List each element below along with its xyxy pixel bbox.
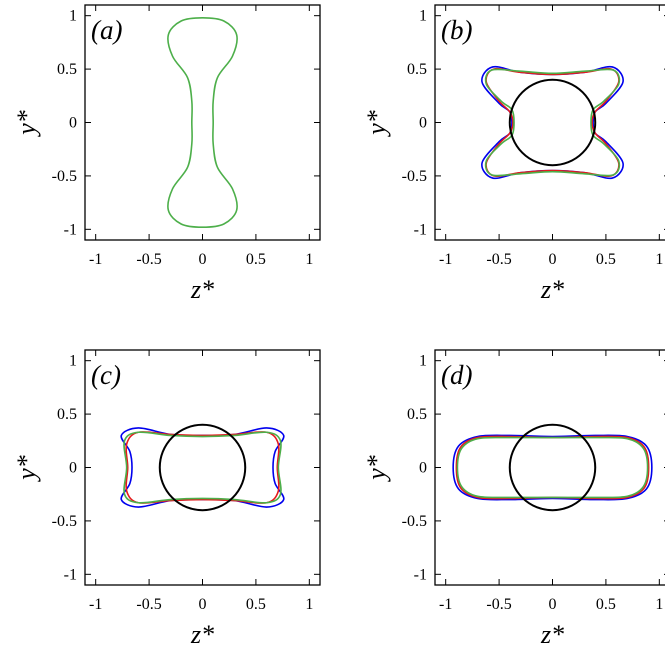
data-layer — [481, 65, 624, 180]
y-tick-label: 0 — [69, 460, 77, 477]
data-layer — [452, 423, 653, 512]
x-tick-label: 0 — [549, 596, 557, 613]
series-curve-2 — [484, 68, 621, 177]
series-curve-1 — [455, 435, 650, 500]
y-tick-label: -1 — [64, 566, 77, 583]
series-curve-0 — [452, 434, 653, 501]
x-tick-label: 0.5 — [246, 596, 266, 613]
data-layer — [120, 423, 285, 512]
panel-3: -1 -1 -0.5 -0.5 0 0 0.5 0.5 1 1 z* y* (d) — [362, 349, 665, 645]
series-curve-2 — [123, 431, 282, 504]
reference-circle — [158, 423, 247, 512]
x-tick-label: 1 — [655, 596, 663, 613]
x-axis-title: z* — [540, 275, 564, 304]
x-tick-label: -1 — [439, 596, 452, 613]
panel-1: -1 -1 -0.5 -0.5 0 0 0.5 0.5 1 1 z* y* (b) — [362, 4, 665, 304]
x-axis-title: z* — [190, 620, 214, 645]
x-tick-label: 1 — [305, 596, 313, 613]
y-tick-label: -0.5 — [52, 168, 77, 185]
series-curve-0 — [167, 17, 238, 228]
data-layer — [167, 17, 238, 228]
panel-label: (a) — [91, 15, 122, 45]
x-tick-label: -1 — [439, 251, 452, 268]
series-curve-0 — [481, 65, 624, 180]
x-tick-label: -0.5 — [136, 596, 161, 613]
x-tick-label: -0.5 — [136, 251, 161, 268]
y-tick-label: 1 — [69, 353, 77, 370]
y-tick-label: 0 — [419, 115, 427, 132]
y-tick-label: 0.5 — [57, 61, 77, 78]
y-tick-label: 0.5 — [407, 406, 427, 423]
panel-label: (d) — [441, 360, 472, 390]
reference-circle — [508, 78, 597, 167]
y-tick-label: -1 — [414, 566, 427, 583]
series-curve-1 — [485, 67, 620, 178]
x-tick-label: 0 — [199, 251, 207, 268]
y-tick-label: -1 — [64, 221, 77, 238]
y-tick-label: 1 — [419, 353, 427, 370]
y-tick-label: -0.5 — [52, 513, 77, 530]
x-tick-label: 0 — [199, 596, 207, 613]
series-curve-0 — [120, 427, 285, 508]
x-tick-label: -1 — [89, 596, 102, 613]
y-tick-label: 0 — [419, 460, 427, 477]
y-tick-label: 0 — [69, 115, 77, 132]
y-axis-title: y* — [12, 110, 41, 138]
x-tick-label: -0.5 — [486, 596, 511, 613]
panel-label: (c) — [91, 360, 121, 390]
y-axis-title: y* — [362, 110, 391, 138]
y-tick-label: 0.5 — [407, 61, 427, 78]
y-tick-label: 0.5 — [57, 406, 77, 423]
x-tick-label: 0.5 — [596, 251, 616, 268]
panel-label: (b) — [441, 15, 472, 45]
y-tick-label: 1 — [69, 8, 77, 25]
x-tick-label: 1 — [305, 251, 313, 268]
x-tick-label: 0.5 — [246, 251, 266, 268]
series-curve-1 — [125, 431, 280, 504]
reference-circle — [508, 423, 597, 512]
panel-0: -1 -1 -0.5 -0.5 0 0 0.5 0.5 1 1 z* y* (a) — [12, 4, 321, 304]
panel-2: -1 -1 -0.5 -0.5 0 0 0.5 0.5 1 1 z* y* (c) — [12, 349, 321, 645]
x-axis-title: z* — [540, 620, 564, 645]
y-axis-title: y* — [362, 455, 391, 483]
y-tick-label: -0.5 — [402, 513, 427, 530]
y-tick-label: -1 — [414, 221, 427, 238]
y-tick-label: -0.5 — [402, 168, 427, 185]
x-tick-label: -0.5 — [486, 251, 511, 268]
x-tick-label: 0.5 — [596, 596, 616, 613]
y-tick-label: 1 — [419, 8, 427, 25]
x-axis-title: z* — [190, 275, 214, 304]
series-curve-2 — [456, 436, 649, 499]
x-tick-label: -1 — [89, 251, 102, 268]
y-axis-title: y* — [12, 455, 41, 483]
x-tick-label: 0 — [549, 251, 557, 268]
x-tick-label: 1 — [655, 251, 663, 268]
